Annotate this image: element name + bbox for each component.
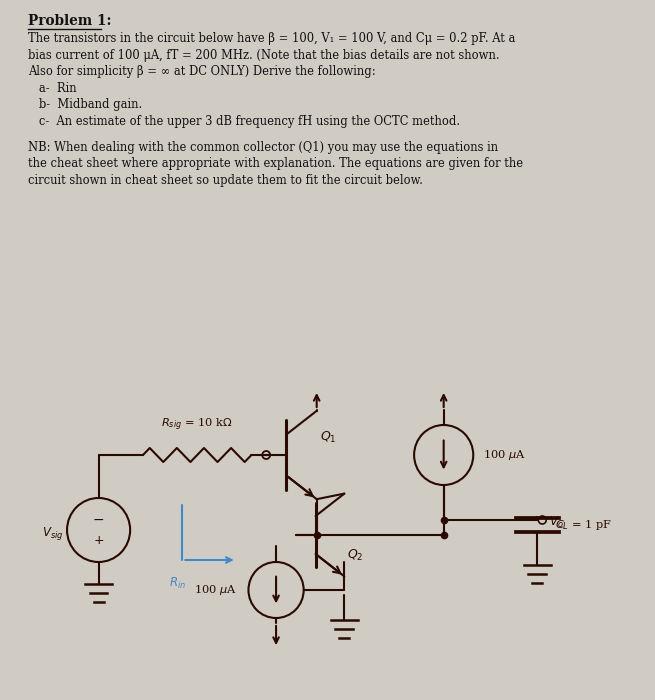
Text: $Q_1$: $Q_1$ bbox=[320, 429, 337, 444]
Text: circuit shown in cheat sheet so update them to fit the circuit below.: circuit shown in cheat sheet so update t… bbox=[28, 174, 422, 187]
Text: 100 $\mu$A: 100 $\mu$A bbox=[483, 448, 526, 462]
Text: NB: When dealing with the common collector (Q1) you may use the equations in: NB: When dealing with the common collect… bbox=[28, 141, 498, 154]
Text: $C_L$ = 1 pF: $C_L$ = 1 pF bbox=[555, 518, 612, 532]
Text: $Q_2$: $Q_2$ bbox=[347, 547, 364, 563]
Text: $R_{in}$: $R_{in}$ bbox=[169, 576, 186, 591]
Text: a-  Rin: a- Rin bbox=[28, 81, 76, 94]
Text: the cheat sheet where appropriate with explanation. The equations are given for : the cheat sheet where appropriate with e… bbox=[28, 158, 523, 171]
Text: Problem 1:: Problem 1: bbox=[28, 14, 111, 28]
Text: $V_{sig}$: $V_{sig}$ bbox=[43, 524, 64, 542]
Text: The transistors in the circuit below have β = 100, V₁ = 100 V, and Cμ = 0.2 pF. : The transistors in the circuit below hav… bbox=[28, 32, 515, 45]
Text: $V_o$: $V_o$ bbox=[549, 514, 564, 529]
Text: c-  An estimate of the upper 3 dB frequency fH using the OCTC method.: c- An estimate of the upper 3 dB frequen… bbox=[28, 115, 460, 127]
Text: 100 $\mu$A: 100 $\mu$A bbox=[194, 583, 236, 597]
Text: Also for simplicity β = ∞ at DC ONLY) Derive the following:: Also for simplicity β = ∞ at DC ONLY) De… bbox=[28, 65, 375, 78]
Circle shape bbox=[538, 516, 546, 524]
Circle shape bbox=[262, 451, 270, 459]
Text: +: + bbox=[93, 533, 104, 547]
Text: b-  Midband gain.: b- Midband gain. bbox=[28, 98, 142, 111]
Text: bias current of 100 μA, fT = 200 MHz. (Note that the bias details are not shown.: bias current of 100 μA, fT = 200 MHz. (N… bbox=[28, 48, 499, 62]
Text: $R_{sig}$ = 10 k$\Omega$: $R_{sig}$ = 10 k$\Omega$ bbox=[161, 416, 233, 433]
Text: −: − bbox=[93, 513, 104, 527]
